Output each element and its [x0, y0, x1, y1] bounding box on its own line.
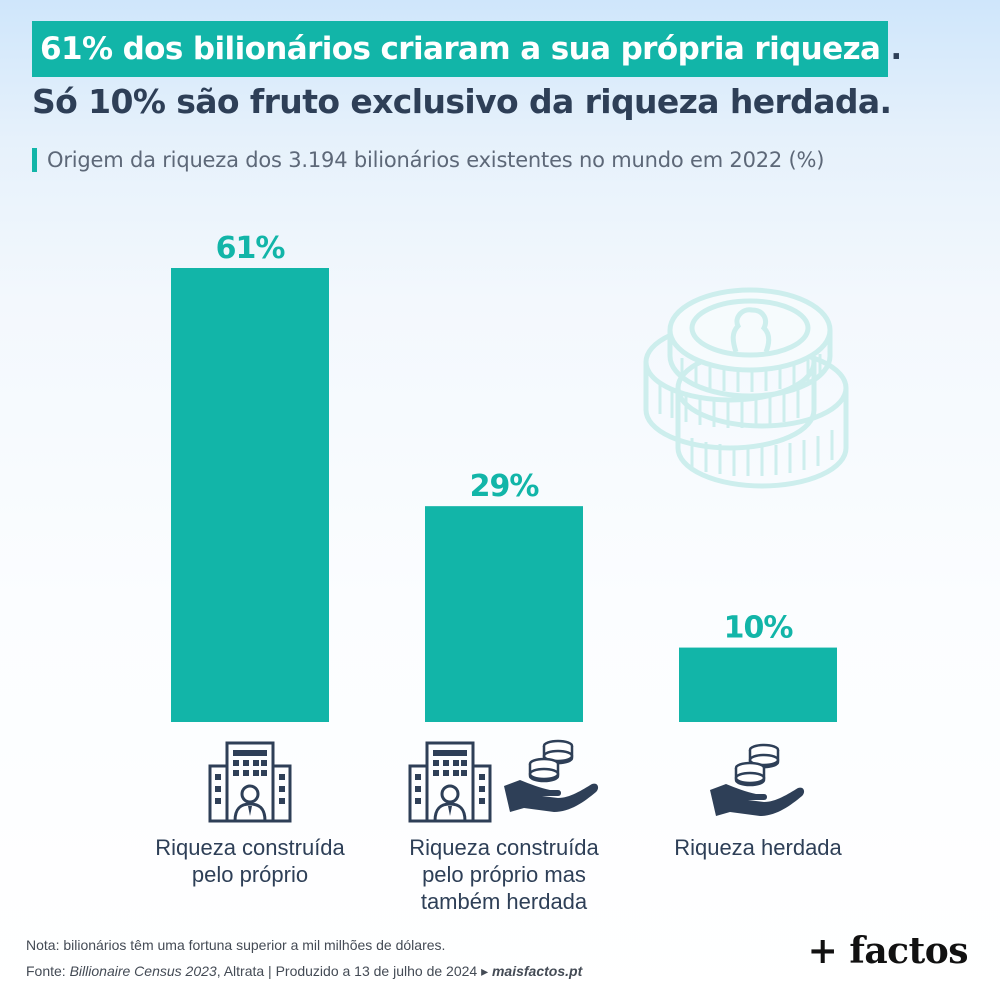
title-dot: .: [890, 31, 903, 67]
value-label-2: 29%: [470, 469, 540, 504]
source-rest: , Altrata | Produzido a 13 de julho de 2…: [216, 963, 492, 979]
hand-coins-icon: [710, 743, 805, 816]
source-site: maisfactos.pt: [491, 963, 583, 979]
title-highlight: 61% dos bilionários criaram a sua própri…: [32, 21, 889, 77]
source-title: Billionaire Census 2023: [69, 963, 217, 979]
category-label-line: pelo próprio: [191, 862, 309, 887]
footnote: Nota: bilionários têm uma fortuna superi…: [26, 937, 446, 953]
category-label-line: também herdada: [420, 889, 588, 914]
subtitle-accent-mark: [32, 148, 37, 172]
building-person-icon: [208, 741, 292, 823]
subtitle: Origem da riqueza dos 3.194 bilionários …: [32, 144, 824, 176]
subtitle-text: Origem da riqueza dos 3.194 bilionários …: [47, 148, 825, 172]
title-line-1: 61% dos bilionários criaram a sua própri…: [32, 20, 902, 78]
bar-3: [679, 647, 837, 722]
hand-coins-icon: [504, 739, 599, 812]
bar-1: [171, 268, 329, 722]
bar-2: [425, 506, 583, 722]
title-line-2: Só 10% são fruto exclusivo da riqueza he…: [32, 82, 892, 121]
source-line: Fonte: Billionaire Census 2023, Altrata …: [26, 963, 582, 980]
building-person-icon: [408, 741, 492, 823]
category-label-line: Riqueza construída: [409, 835, 599, 860]
category-label-line: pelo próprio mas: [422, 862, 586, 887]
category-label-1: Riqueza construída pelo próprio: [135, 834, 365, 888]
category-label-line: Riqueza herdada: [674, 835, 842, 860]
brand-logo: + factos: [807, 930, 969, 972]
category-label-2: Riqueza construída pelo próprio mas também…: [389, 834, 619, 915]
value-label-3: 10%: [724, 611, 794, 646]
source-prefix: Fonte:: [26, 963, 70, 979]
category-label-line: Riqueza construída: [155, 835, 345, 860]
category-label-3: Riqueza herdada: [643, 834, 873, 861]
coins-stack-icon: [643, 287, 849, 489]
value-label-1: 61%: [216, 231, 286, 266]
